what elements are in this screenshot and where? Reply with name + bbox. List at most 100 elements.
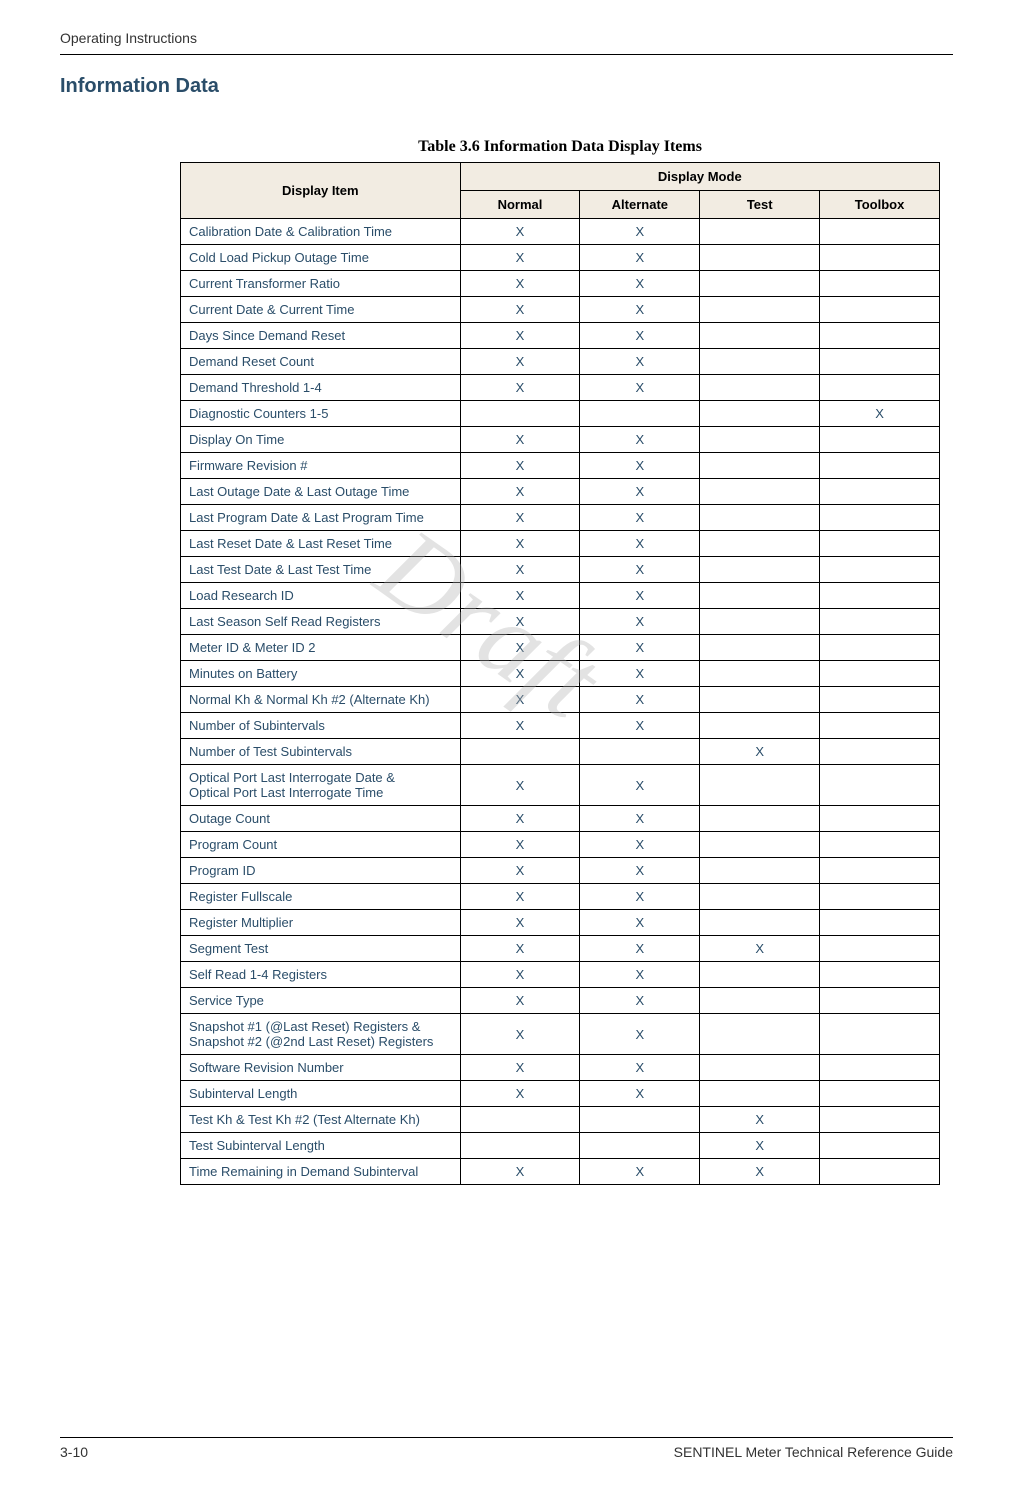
row-label: Register Multiplier bbox=[181, 910, 461, 936]
row-mark: X bbox=[580, 1081, 700, 1107]
row-mark: X bbox=[580, 297, 700, 323]
table-row: Last Season Self Read RegistersXX bbox=[181, 609, 940, 635]
col-header-alternate: Alternate bbox=[580, 191, 700, 219]
row-label: Cold Load Pickup Outage Time bbox=[181, 245, 461, 271]
row-mark bbox=[820, 910, 940, 936]
row-mark: X bbox=[460, 219, 580, 245]
row-mark: X bbox=[460, 1055, 580, 1081]
row-mark: X bbox=[580, 635, 700, 661]
row-mark: X bbox=[580, 245, 700, 271]
row-label: Subinterval Length bbox=[181, 1081, 461, 1107]
row-label: Meter ID & Meter ID 2 bbox=[181, 635, 461, 661]
row-mark bbox=[700, 479, 820, 505]
row-label: Last Season Self Read Registers bbox=[181, 609, 461, 635]
table-row: Software Revision NumberXX bbox=[181, 1055, 940, 1081]
row-mark bbox=[820, 687, 940, 713]
row-mark: X bbox=[700, 739, 820, 765]
row-mark bbox=[700, 271, 820, 297]
row-mark bbox=[820, 765, 940, 806]
page-footer: 3-10 SENTINEL Meter Technical Reference … bbox=[60, 1437, 953, 1460]
row-mark: X bbox=[580, 479, 700, 505]
page-number: 3-10 bbox=[60, 1444, 88, 1460]
table-row: Program IDXX bbox=[181, 858, 940, 884]
row-mark: X bbox=[580, 936, 700, 962]
row-mark bbox=[820, 219, 940, 245]
table-caption: Table 3.6 Information Data Display Items bbox=[180, 138, 940, 156]
row-mark: X bbox=[580, 884, 700, 910]
row-mark: X bbox=[580, 1055, 700, 1081]
row-label: Optical Port Last Interrogate Date & Opt… bbox=[181, 765, 461, 806]
row-mark: X bbox=[460, 557, 580, 583]
table-row: Last Outage Date & Last Outage TimeXX bbox=[181, 479, 940, 505]
row-mark bbox=[820, 858, 940, 884]
row-mark: X bbox=[460, 988, 580, 1014]
table-row: Demand Reset CountXX bbox=[181, 349, 940, 375]
row-mark bbox=[700, 1014, 820, 1055]
row-label: Load Research ID bbox=[181, 583, 461, 609]
row-mark: X bbox=[580, 531, 700, 557]
row-mark bbox=[460, 1107, 580, 1133]
row-mark bbox=[700, 531, 820, 557]
table-row: Number of Test SubintervalsX bbox=[181, 739, 940, 765]
row-mark bbox=[460, 739, 580, 765]
row-mark bbox=[700, 962, 820, 988]
row-mark bbox=[820, 1107, 940, 1133]
col-header-test: Test bbox=[700, 191, 820, 219]
row-label: Last Outage Date & Last Outage Time bbox=[181, 479, 461, 505]
row-mark bbox=[820, 739, 940, 765]
row-label: Outage Count bbox=[181, 806, 461, 832]
row-mark bbox=[700, 245, 820, 271]
row-mark: X bbox=[460, 505, 580, 531]
info-data-table: Display Item Display Mode Normal Alterna… bbox=[180, 162, 940, 1185]
row-mark: X bbox=[580, 1159, 700, 1185]
row-mark: X bbox=[580, 765, 700, 806]
table-row: Current Transformer RatioXX bbox=[181, 271, 940, 297]
row-mark: X bbox=[460, 1159, 580, 1185]
table-row: Last Test Date & Last Test TimeXX bbox=[181, 557, 940, 583]
row-label: Test Subinterval Length bbox=[181, 1133, 461, 1159]
row-mark: X bbox=[580, 609, 700, 635]
table-row: Demand Threshold 1-4XX bbox=[181, 375, 940, 401]
row-label: Self Read 1-4 Registers bbox=[181, 962, 461, 988]
table-row: Segment TestXXX bbox=[181, 936, 940, 962]
col-header-item: Display Item bbox=[181, 163, 461, 219]
row-label: Normal Kh & Normal Kh #2 (Alternate Kh) bbox=[181, 687, 461, 713]
row-mark: X bbox=[580, 557, 700, 583]
row-label: Snapshot #1 (@Last Reset) Registers & Sn… bbox=[181, 1014, 461, 1055]
row-mark bbox=[700, 635, 820, 661]
row-mark: X bbox=[580, 713, 700, 739]
table-row: Calibration Date & Calibration TimeXX bbox=[181, 219, 940, 245]
row-mark: X bbox=[460, 297, 580, 323]
row-label: Display On Time bbox=[181, 427, 461, 453]
row-label: Test Kh & Test Kh #2 (Test Alternate Kh) bbox=[181, 1107, 461, 1133]
row-mark bbox=[820, 583, 940, 609]
row-mark bbox=[700, 505, 820, 531]
row-mark: X bbox=[460, 713, 580, 739]
row-mark: X bbox=[580, 687, 700, 713]
row-mark bbox=[820, 427, 940, 453]
row-mark bbox=[820, 936, 940, 962]
row-mark: X bbox=[460, 806, 580, 832]
table-row: Register MultiplierXX bbox=[181, 910, 940, 936]
row-mark bbox=[700, 713, 820, 739]
row-mark: X bbox=[460, 531, 580, 557]
row-mark: X bbox=[460, 635, 580, 661]
row-mark: X bbox=[700, 936, 820, 962]
row-mark bbox=[820, 245, 940, 271]
row-mark bbox=[700, 427, 820, 453]
row-mark: X bbox=[460, 479, 580, 505]
row-mark: X bbox=[460, 687, 580, 713]
row-mark bbox=[580, 1107, 700, 1133]
row-label: Demand Reset Count bbox=[181, 349, 461, 375]
row-mark bbox=[820, 609, 940, 635]
row-mark bbox=[820, 1159, 940, 1185]
row-mark bbox=[700, 988, 820, 1014]
row-label: Firmware Revision # bbox=[181, 453, 461, 479]
row-mark: X bbox=[580, 349, 700, 375]
row-mark: X bbox=[580, 1014, 700, 1055]
row-mark: X bbox=[460, 271, 580, 297]
row-mark bbox=[820, 349, 940, 375]
table-row: Number of SubintervalsXX bbox=[181, 713, 940, 739]
table-row: Snapshot #1 (@Last Reset) Registers & Sn… bbox=[181, 1014, 940, 1055]
row-label: Calibration Date & Calibration Time bbox=[181, 219, 461, 245]
